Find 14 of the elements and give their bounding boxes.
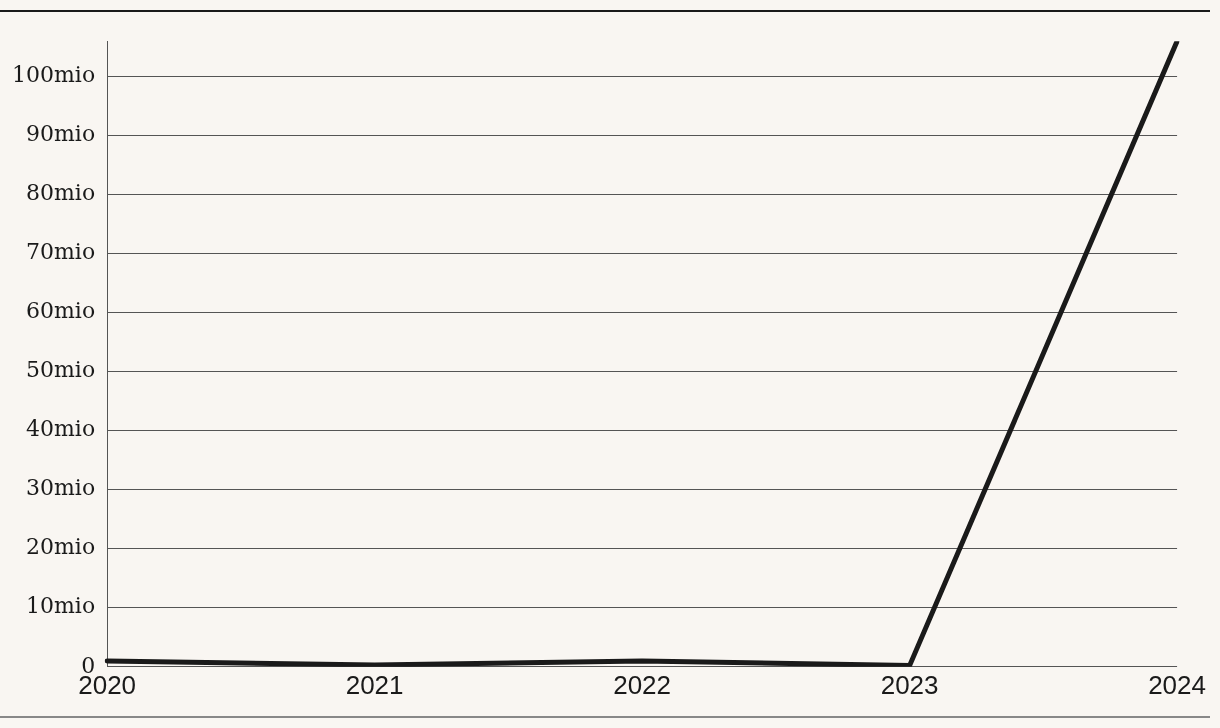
y-tick-label: 70mio [25,239,96,265]
y-tick-label: 60mio [25,298,96,324]
y-tick-label: 100mio [11,62,96,88]
y-tick-label: 20mio [25,534,96,560]
y-tick-label: 30mio [25,475,96,501]
y-tick-label: 10mio [25,593,96,619]
x-tick-label: 2024 [1148,669,1206,700]
y-tick-label: 90mio [25,121,96,147]
x-tick-label: 2021 [345,669,404,700]
x-tick-label: 2022 [613,669,672,700]
y-tick-label: 80mio [25,180,96,206]
x-tick-label: 2023 [880,669,939,700]
y-tick-label: 40mio [25,416,96,442]
y-tick-label: 50mio [25,357,96,383]
